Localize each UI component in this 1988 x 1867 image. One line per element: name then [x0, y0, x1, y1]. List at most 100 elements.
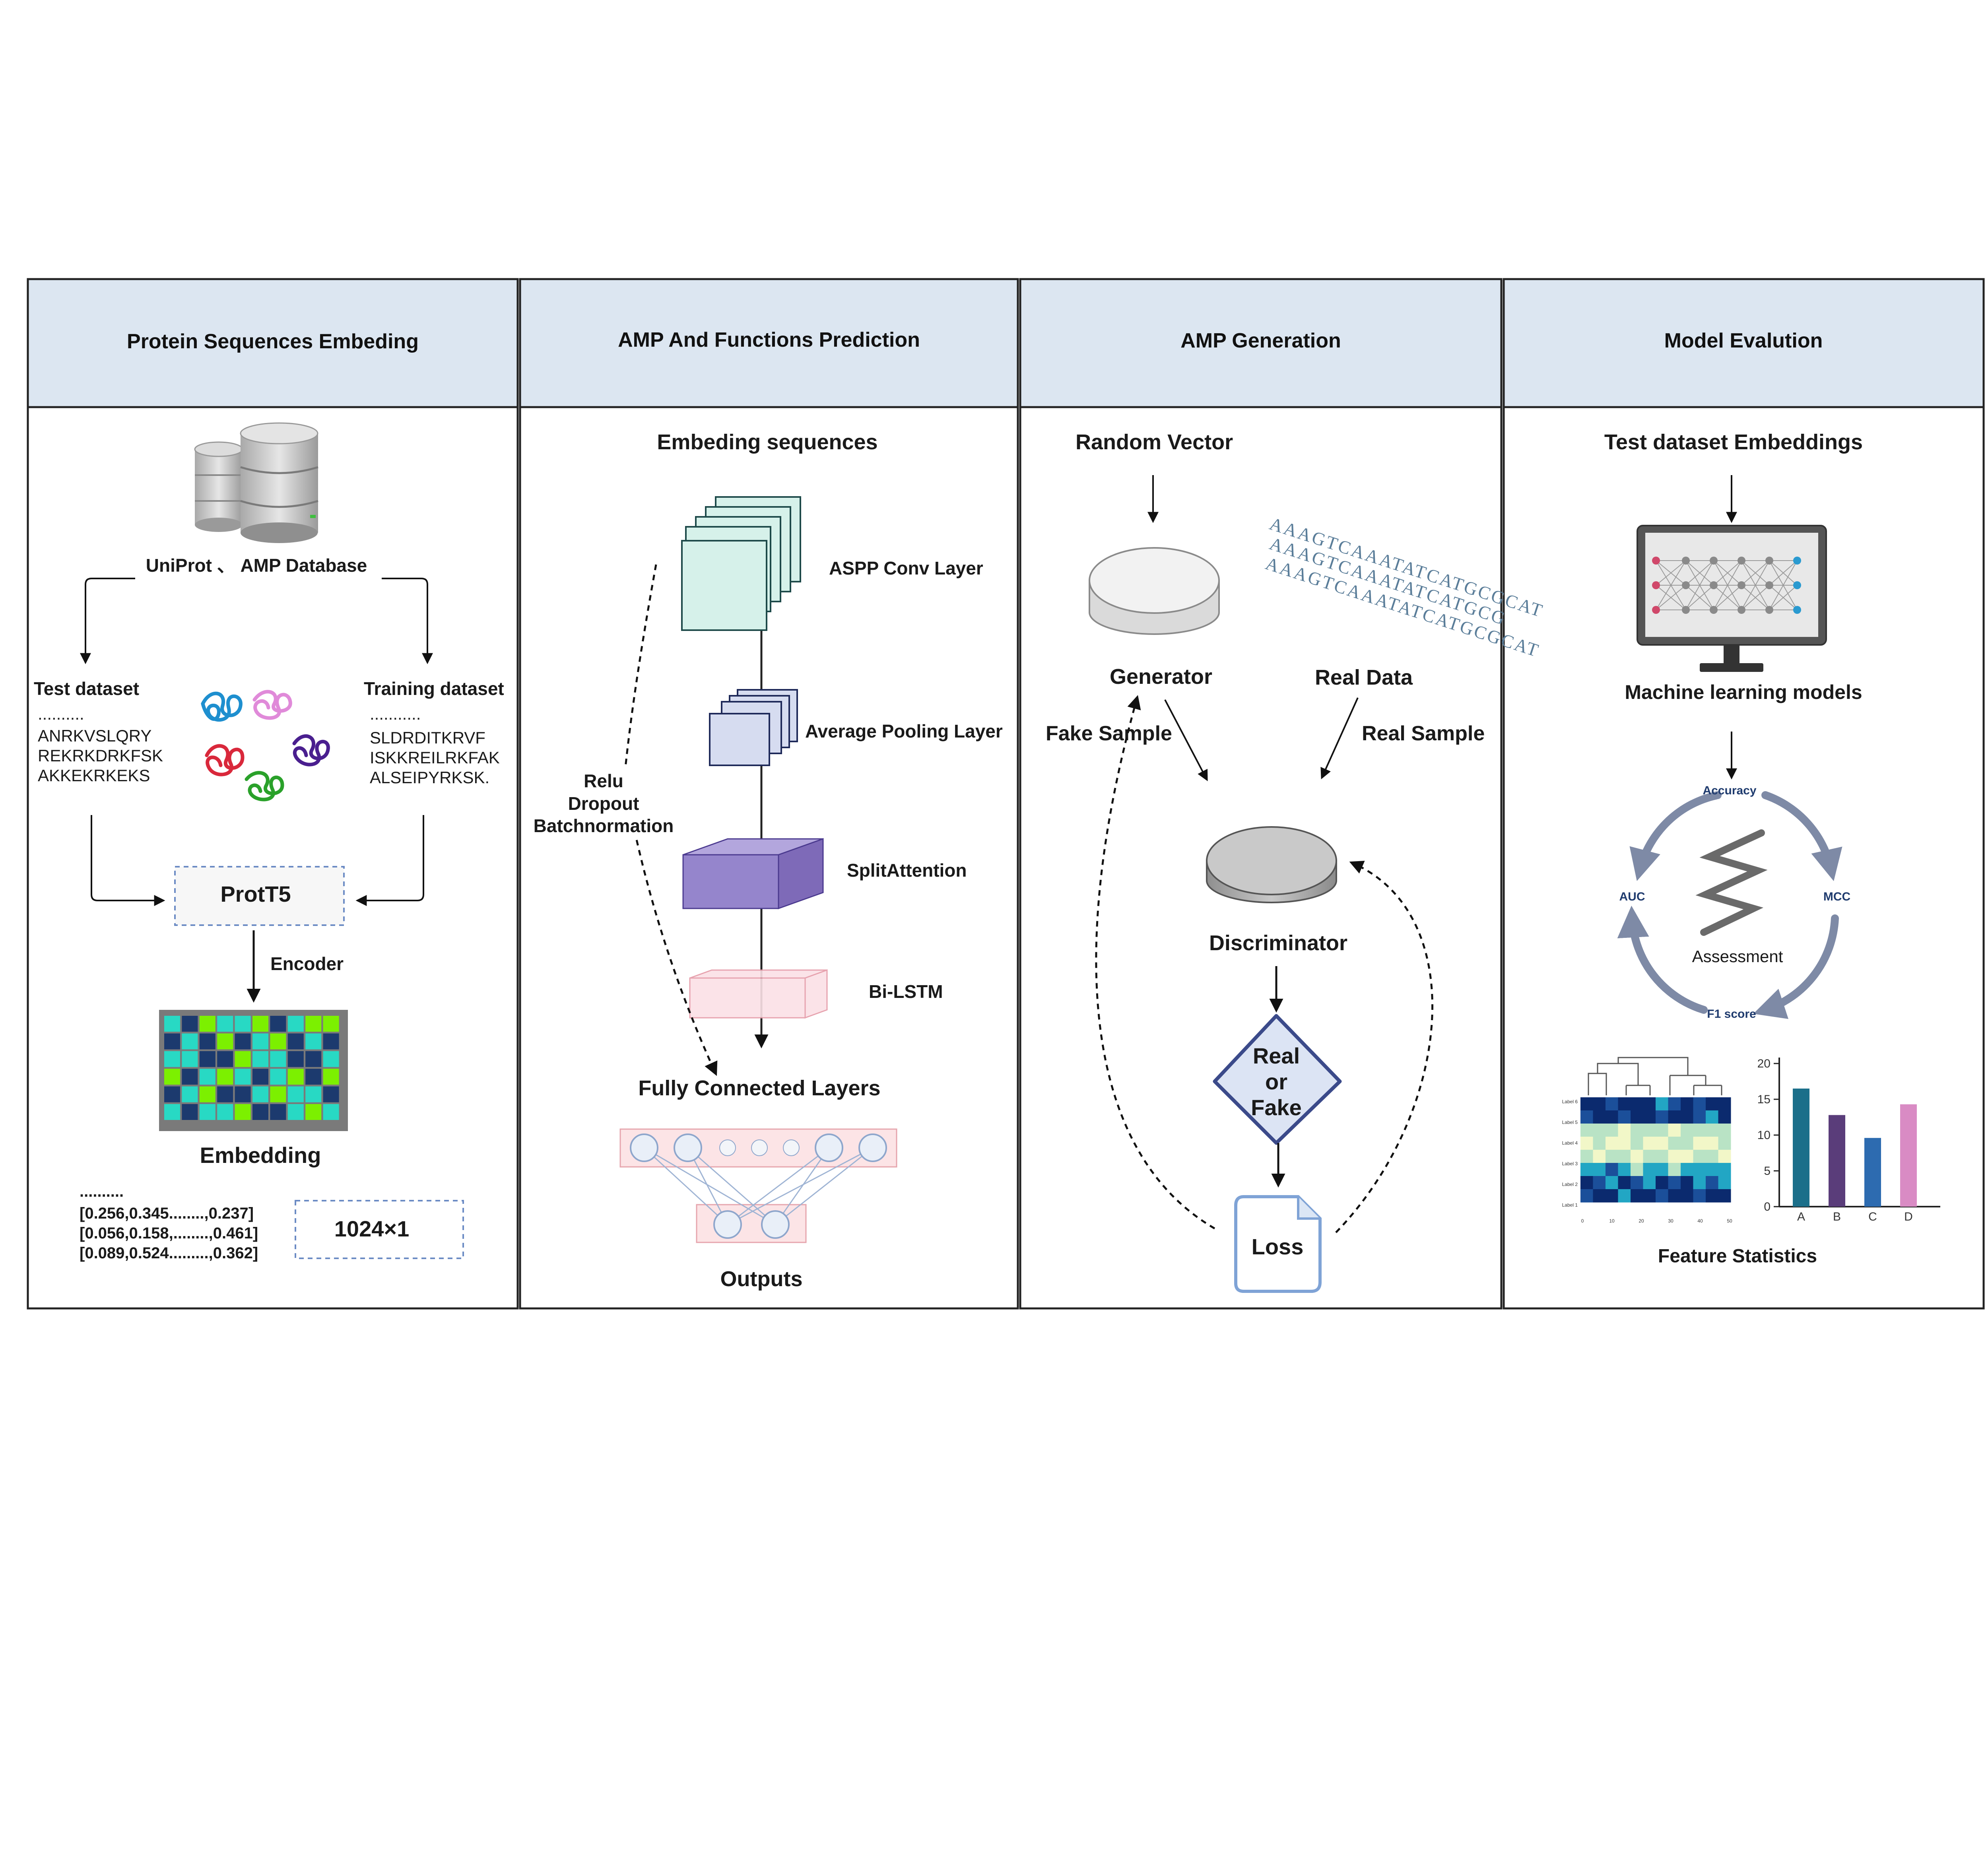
bar-y-tick-label: 0: [1764, 1200, 1771, 1213]
heatmap-cell: [1668, 1189, 1681, 1203]
heatmap-cell: [1681, 1137, 1693, 1150]
heatmap-cell: [1681, 1189, 1693, 1203]
heatmap-cell: [1618, 1163, 1631, 1176]
embedding-cell: [323, 1016, 339, 1032]
embedding-cell: [305, 1086, 322, 1102]
heatmap-cell: [1718, 1137, 1731, 1150]
heatmap-x-tick: 10: [1609, 1218, 1615, 1224]
train-seq-1: SLDRDITKRVF: [370, 728, 485, 747]
bar-A: [1793, 1089, 1809, 1207]
aspp-label: ASPP Conv Layer: [829, 558, 983, 578]
embedding-cell: [287, 1016, 304, 1032]
heatmap-cell: [1668, 1150, 1681, 1163]
decision-real: Real: [1253, 1043, 1300, 1068]
split-attention-label: SplitAttention: [847, 860, 967, 881]
assessment-label: Assessment: [1692, 947, 1783, 966]
embedding-cell: [164, 1069, 180, 1085]
heatmap-cell: [1618, 1150, 1631, 1163]
random-vector-label: Random Vector: [1076, 430, 1233, 454]
embedding-cell: [235, 1086, 251, 1102]
bar-y-tick-label: 15: [1757, 1093, 1771, 1106]
embedding-cell: [182, 1086, 198, 1102]
embedding-cell: [252, 1051, 268, 1067]
heatmap-cell: [1681, 1110, 1693, 1124]
network-node: [1738, 581, 1745, 589]
heatmap-cell: [1580, 1097, 1593, 1111]
heatmap-cell: [1668, 1110, 1681, 1124]
heatmap-cell: [1606, 1150, 1618, 1163]
heatmap-cell: [1580, 1110, 1593, 1124]
heatmap-cell: [1593, 1176, 1606, 1190]
heatmap-cell: [1618, 1176, 1631, 1190]
embedding-cell: [164, 1086, 180, 1102]
network-node: [1652, 557, 1660, 565]
heatmap-cell: [1681, 1150, 1693, 1163]
heatmap-cell: [1718, 1097, 1731, 1111]
embedding-cell: [305, 1069, 322, 1085]
heatmap-cell: [1631, 1189, 1643, 1203]
heatmap-cell: [1668, 1137, 1681, 1150]
heatmap-cell: [1656, 1163, 1668, 1176]
embedding-cell: [252, 1033, 268, 1050]
embedding-cell: [270, 1051, 286, 1067]
heatmap-cell: [1706, 1150, 1718, 1163]
heatmap-cell: [1618, 1189, 1631, 1203]
heatmap-cell: [1718, 1110, 1731, 1124]
vector-1: [0.256,0.345........,0.237]: [80, 1205, 254, 1222]
ml-models-label: Machine learning models: [1625, 681, 1862, 703]
train-seq-3: ALSEIPYRKSK.: [370, 768, 489, 787]
feature-statistics-label: Feature Statistics: [1658, 1246, 1817, 1267]
embedding-cell: [305, 1033, 322, 1050]
embedding-cell: [287, 1033, 304, 1050]
embedding-sequences-label: Embeding sequences: [657, 430, 878, 454]
network-node: [1793, 557, 1801, 565]
embedding-cell: [323, 1104, 339, 1120]
panel-3-title: AMP Generation: [1180, 329, 1341, 352]
embedding-label: Embedding: [200, 1143, 321, 1168]
embedding-cell: [199, 1033, 215, 1050]
bilstm-label: Bi-LSTM: [869, 981, 943, 1002]
heatmap-cell: [1643, 1150, 1656, 1163]
network-node: [1738, 606, 1745, 614]
heatmap-cell: [1706, 1110, 1718, 1124]
embedding-cell: [270, 1086, 286, 1102]
auc-label: AUC: [1619, 890, 1645, 903]
heatmap-cell: [1693, 1163, 1706, 1176]
network-node: [1765, 606, 1773, 614]
embedding-cell: [235, 1051, 251, 1067]
embedding-cell: [287, 1051, 304, 1067]
embedding-cell: [217, 1104, 233, 1120]
panel-2-header: [519, 278, 1019, 408]
real-or-fake-diamond: [1213, 1014, 1342, 1145]
embedding-cell: [164, 1033, 180, 1050]
network-node: [1710, 557, 1718, 565]
embedding-cell: [252, 1086, 268, 1102]
heatmap-cell: [1718, 1189, 1731, 1203]
heatmap-cell: [1706, 1137, 1718, 1150]
test-seq-3: AKKEKRKEKS: [38, 766, 150, 785]
test-dots: ..........: [38, 704, 84, 723]
heatmap-cell: [1643, 1137, 1656, 1150]
network-node: [1793, 606, 1801, 614]
vector-3: [0.089,0.524.........,0.362]: [80, 1244, 258, 1262]
heatmap-row-label: Label 5: [1562, 1120, 1578, 1125]
heatmap-cell: [1631, 1137, 1643, 1150]
heatmap-row-label: Label 3: [1562, 1161, 1578, 1166]
bar-x-label: A: [1797, 1210, 1805, 1223]
heatmap-cell: [1606, 1110, 1618, 1124]
network-node: [1710, 606, 1718, 614]
network-node: [1682, 606, 1690, 614]
embedding-cell: [252, 1069, 268, 1085]
panel-2-title: AMP And Functions Prediction: [618, 328, 920, 351]
heatmap-cell: [1656, 1150, 1668, 1163]
heatmap-cell: [1706, 1189, 1718, 1203]
embedding-cell: [164, 1104, 180, 1120]
heatmap-cell: [1668, 1163, 1681, 1176]
embedding-cell: [199, 1086, 215, 1102]
average-pooling-icon: [709, 689, 798, 766]
batchnorm-label: Batchnormation: [534, 815, 674, 836]
heatmap-cell: [1593, 1163, 1606, 1176]
embedding-cell: [252, 1104, 268, 1120]
heatmap-cell: [1580, 1137, 1593, 1150]
heatmap-cell: [1593, 1110, 1606, 1124]
